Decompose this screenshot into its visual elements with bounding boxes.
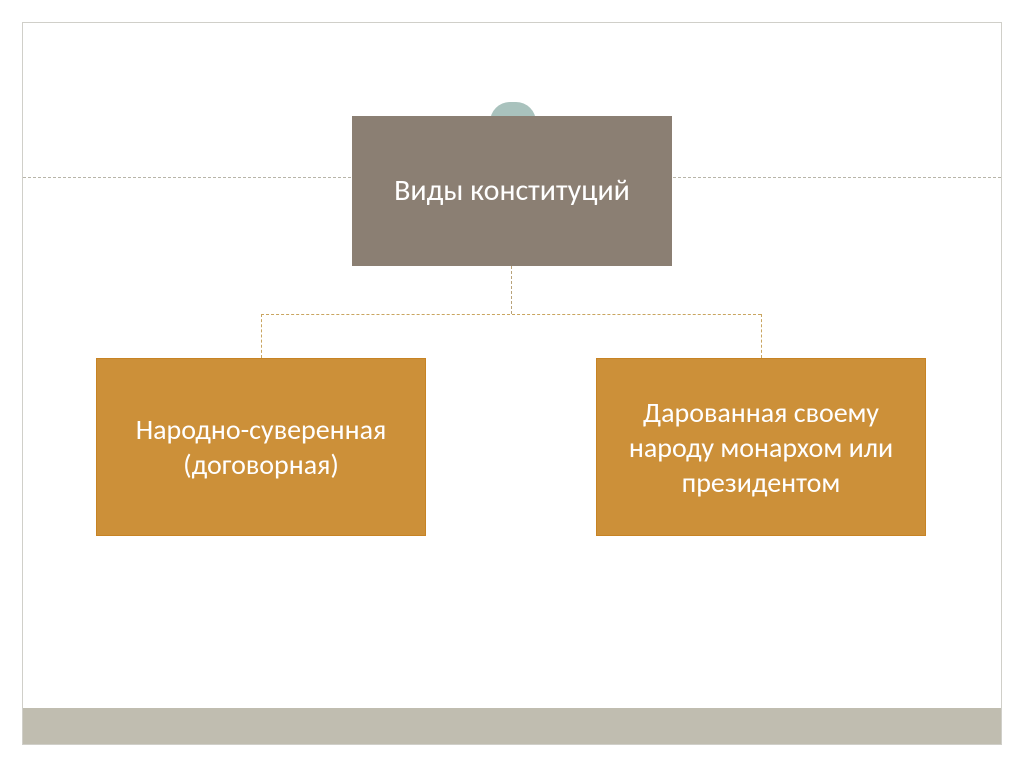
connector-horizontal <box>261 314 761 315</box>
connector-vertical-left <box>261 314 262 358</box>
child-node-right: Дарованная своему народу монархом или пр… <box>596 358 926 536</box>
slide: Виды конституций Народно-суверенная (дог… <box>0 0 1024 767</box>
connector-vertical-main <box>511 266 512 314</box>
connector-vertical-right <box>761 314 762 358</box>
child-node-right-label: Дарованная своему народу монархом или пр… <box>607 395 915 500</box>
child-node-left-label: Народно-суверенная (договорная) <box>107 412 415 482</box>
child-node-left: Народно-суверенная (договорная) <box>96 358 426 536</box>
root-node-label: Виды конституций <box>394 172 630 210</box>
root-node: Виды конституций <box>352 116 672 266</box>
bottom-strip <box>23 708 1001 744</box>
